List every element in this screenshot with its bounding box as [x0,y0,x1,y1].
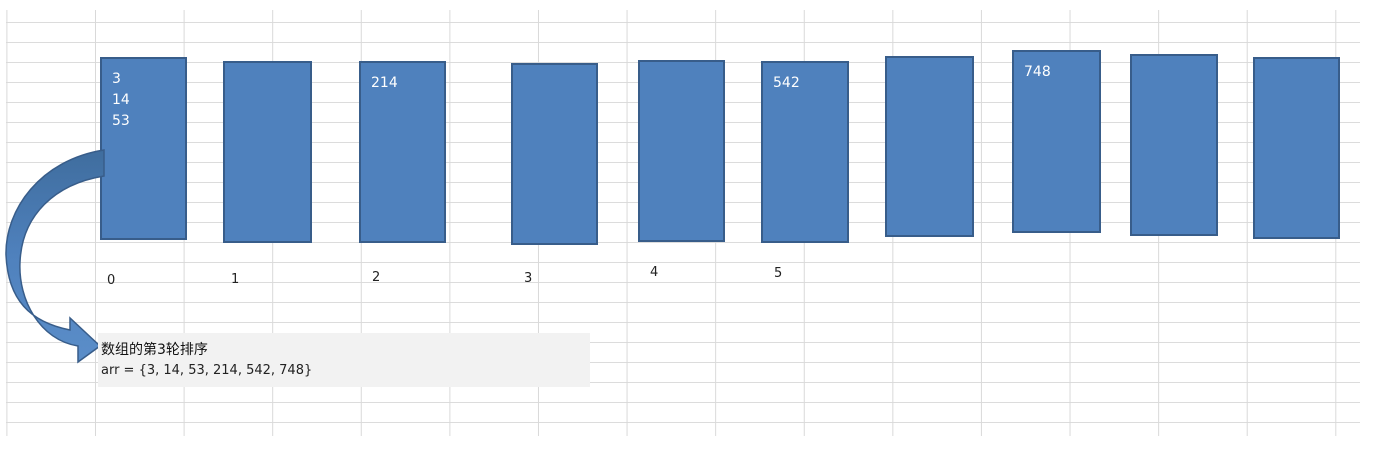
bucket-3 [511,63,598,245]
bucket-1 [223,61,312,243]
bucket-items: 3 14 53 [112,69,130,132]
bucket-item: 14 [112,92,130,108]
bucket-items: 214 [371,73,398,94]
bucket-item: 214 [371,75,398,91]
bucket-5: 542 [761,61,849,243]
bucket-index-label: 0 [107,273,116,288]
bucket-items: 542 [773,73,800,94]
bucket-index-label: 2 [372,270,381,285]
bucket-index-label: 4 [650,265,659,280]
bucket-index-label: 3 [524,271,533,286]
bucket-7: 748 [1012,50,1101,233]
note-array: arr = {3, 14, 53, 214, 542, 748} [101,363,313,378]
bucket-items: 748 [1024,62,1051,83]
bucket-8 [1130,54,1218,236]
bucket-2: 214 [359,61,446,243]
bucket-0: 3 14 53 [100,57,187,240]
note-title: 数组的第3轮排序 [101,342,208,358]
bucket-item: 53 [112,113,130,129]
bucket-4 [638,60,725,242]
sort-result-note: 数组的第3轮排序 arr = {3, 14, 53, 214, 542, 748… [98,333,590,387]
bucket-item: 542 [773,75,800,91]
bucket-index-label: 5 [774,266,783,281]
bucket-6 [885,56,974,237]
bucket-index-label: 1 [231,272,240,287]
bucket-item: 3 [112,71,121,87]
bucket-9 [1253,57,1340,239]
bucket-item: 748 [1024,64,1051,80]
